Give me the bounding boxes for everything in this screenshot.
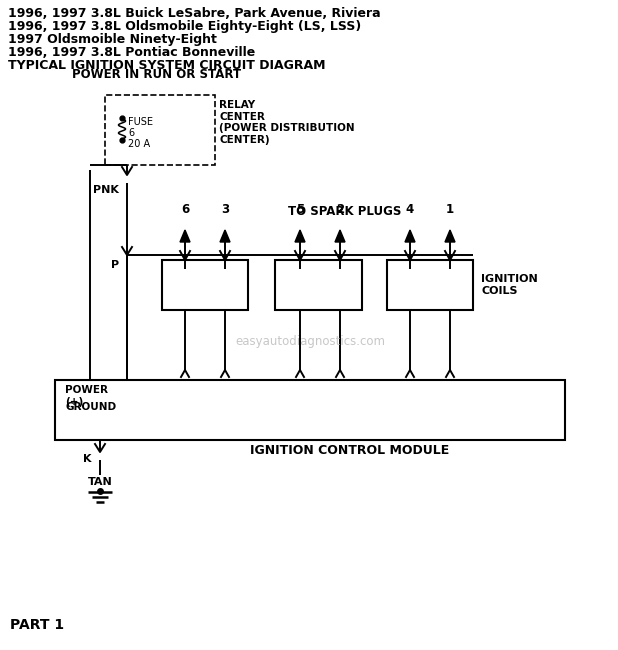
Text: 1996, 1997 3.8L Buick LeSabre, Park Avenue, Riviera: 1996, 1997 3.8L Buick LeSabre, Park Aven… — [8, 7, 381, 20]
Text: 6: 6 — [128, 128, 134, 138]
Text: IGNITION CONTROL MODULE: IGNITION CONTROL MODULE — [250, 444, 450, 457]
Text: 5: 5 — [296, 203, 304, 216]
Text: 1996, 1997 3.8L Pontiac Bonneville: 1996, 1997 3.8L Pontiac Bonneville — [8, 46, 255, 59]
Text: TAN: TAN — [88, 477, 112, 487]
Text: 1996, 1997 3.8L Oldsmobile Eighty-Eight (LS, LSS): 1996, 1997 3.8L Oldsmobile Eighty-Eight … — [8, 20, 362, 33]
Text: 1997 Oldsmoible Ninety-Eight: 1997 Oldsmoible Ninety-Eight — [8, 33, 217, 46]
Text: TO SPARK PLUGS: TO SPARK PLUGS — [289, 205, 402, 218]
Text: P: P — [111, 260, 119, 270]
Text: 2: 2 — [336, 203, 344, 216]
Text: POWER IN RUN OR START: POWER IN RUN OR START — [72, 68, 241, 81]
Text: IGNITION
COILS: IGNITION COILS — [481, 274, 538, 296]
Polygon shape — [405, 230, 415, 242]
Text: 3: 3 — [221, 203, 229, 216]
Polygon shape — [295, 230, 305, 242]
Text: easyautodiagnostics.com: easyautodiagnostics.com — [235, 335, 385, 348]
Text: FUSE: FUSE — [128, 117, 153, 127]
Text: PART 1: PART 1 — [10, 618, 64, 632]
Text: 20 A: 20 A — [128, 139, 150, 149]
Bar — [275, 260, 362, 310]
Polygon shape — [445, 230, 455, 242]
Text: POWER
(+): POWER (+) — [65, 385, 108, 407]
Text: K: K — [83, 454, 92, 464]
Polygon shape — [335, 230, 345, 242]
Bar — [162, 260, 248, 310]
Polygon shape — [220, 230, 230, 242]
Bar — [105, 95, 215, 165]
Text: GROUND: GROUND — [65, 402, 116, 412]
Text: RELAY
CENTER
(POWER DISTRIBUTION
CENTER): RELAY CENTER (POWER DISTRIBUTION CENTER) — [219, 100, 355, 145]
Bar — [387, 260, 473, 310]
Text: 6: 6 — [181, 203, 189, 216]
Text: 4: 4 — [406, 203, 414, 216]
Bar — [55, 380, 565, 440]
Polygon shape — [180, 230, 190, 242]
Text: TYPICAL IGNITION SYSTEM CIRCUIT DIAGRAM: TYPICAL IGNITION SYSTEM CIRCUIT DIAGRAM — [8, 59, 326, 72]
Text: PNK: PNK — [93, 185, 119, 195]
Text: 1: 1 — [446, 203, 454, 216]
